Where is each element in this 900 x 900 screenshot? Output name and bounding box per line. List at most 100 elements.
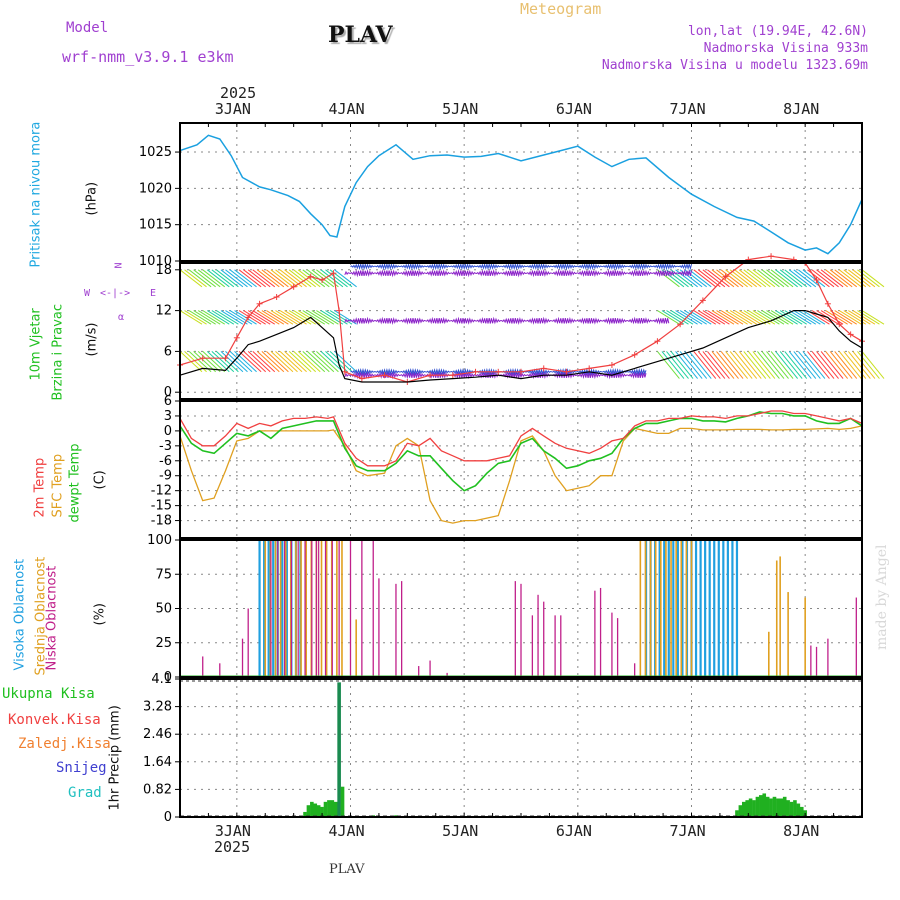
precip-bar xyxy=(735,810,739,817)
wind-barb xyxy=(743,310,767,325)
wind-barb xyxy=(861,310,885,325)
wind-barb xyxy=(275,310,298,325)
wind-barb xyxy=(238,351,262,373)
wind-barb xyxy=(179,310,203,325)
y-tick-label: 3 xyxy=(164,409,172,424)
wind-barb xyxy=(216,269,239,288)
wind-barb xyxy=(293,269,316,288)
wind-barb xyxy=(684,351,708,379)
east-letter: E xyxy=(150,288,157,299)
legend-hail: Grad xyxy=(68,785,102,801)
wind-barb xyxy=(206,269,230,288)
wind-barb xyxy=(848,310,871,325)
wind-barb xyxy=(666,310,689,325)
wind-barb xyxy=(275,269,298,288)
wind-barb xyxy=(252,269,276,288)
wind-barb xyxy=(229,310,253,325)
bottom-day-label: 8JAN xyxy=(783,822,820,840)
wind-barb xyxy=(829,310,853,325)
wind-barb xyxy=(793,351,817,379)
precip-bar xyxy=(333,801,338,817)
wind-barb xyxy=(302,269,326,288)
wind-barb xyxy=(752,269,776,288)
wind-barb xyxy=(325,269,348,288)
wind-barb xyxy=(297,351,321,373)
wind-barb xyxy=(320,269,344,288)
model-name: wrf-nmm_v3.9.1 e3km xyxy=(62,48,234,66)
wind-barb xyxy=(725,310,748,325)
wind-barb xyxy=(788,351,812,379)
top-day-label: 6JAN xyxy=(555,100,592,118)
wind-barb xyxy=(766,269,789,288)
alpha-marker: α xyxy=(118,312,125,323)
wind-barb xyxy=(279,351,303,373)
wind-barb xyxy=(757,269,780,288)
wind-barb xyxy=(225,269,248,288)
wind-barb xyxy=(329,351,353,373)
wind-barb xyxy=(825,310,848,325)
wind-barb xyxy=(188,310,212,325)
wind-barb xyxy=(225,351,248,373)
wind-barb xyxy=(848,269,871,288)
wind-barb xyxy=(788,269,812,288)
legend-snow: Snijeg xyxy=(56,760,107,776)
wind-barb xyxy=(707,269,730,288)
wind-barb xyxy=(657,351,680,379)
wind-barb xyxy=(766,351,789,379)
sfc-temp-line xyxy=(179,425,863,524)
precip-bar xyxy=(789,801,794,817)
wind-barb xyxy=(220,351,244,373)
precip-bar xyxy=(752,800,756,817)
wind-barb xyxy=(661,351,685,379)
y-tick-label: 0 xyxy=(164,385,172,400)
wind-barb xyxy=(793,310,817,325)
wind-barb xyxy=(834,351,858,379)
y-tick-label: 18 xyxy=(155,263,172,278)
y-tick-label: -9 xyxy=(159,469,172,484)
precip-bar xyxy=(330,800,335,817)
dewpoint-line xyxy=(179,411,863,492)
pressure-line xyxy=(179,134,863,255)
year-top: 2025 xyxy=(220,84,257,102)
wind-barb xyxy=(770,269,794,288)
wind-barb xyxy=(720,269,744,288)
wind-barb xyxy=(852,269,876,288)
wind-barb xyxy=(811,269,835,288)
y-tick-label: 0.82 xyxy=(143,782,172,797)
wind-barb xyxy=(252,351,276,373)
wind-barb xyxy=(307,310,330,325)
wind-barb xyxy=(288,310,312,325)
elevation-label: Nadmorska Visina 933m xyxy=(703,41,868,56)
wind-barb xyxy=(802,310,826,325)
wind-barb xyxy=(334,269,357,288)
wind-barb xyxy=(738,310,762,325)
y-tick-label: 0 xyxy=(164,810,172,825)
wind-barb xyxy=(247,269,271,288)
wind-barb xyxy=(234,351,257,373)
y-tick-label: 3.28 xyxy=(143,700,172,715)
y-tick-label: 1010 xyxy=(139,254,172,269)
wind-barb xyxy=(693,351,717,379)
wind-barb xyxy=(707,310,730,325)
top-day-label: 3JAN xyxy=(214,100,251,118)
watermark: made by Angel xyxy=(874,544,890,651)
wind-barb xyxy=(829,269,853,288)
wind-barb xyxy=(684,269,707,288)
bottom-day-label: 4JAN xyxy=(328,822,365,840)
wind-barb xyxy=(852,351,876,379)
wind-barb xyxy=(729,310,753,325)
wind-barb xyxy=(679,351,703,379)
wind-barb xyxy=(716,269,739,288)
year-bottom: 2025 xyxy=(214,838,251,856)
wind-barb xyxy=(243,310,266,325)
wind-barb xyxy=(793,269,817,288)
station-title: PLAV xyxy=(328,22,393,48)
precip-bar xyxy=(323,801,328,817)
wind-barb xyxy=(802,351,826,379)
bottom-day-label: 5JAN xyxy=(442,822,479,840)
wind-barb xyxy=(857,269,880,288)
wind-barb xyxy=(820,269,844,288)
legend-total-rain: Ukupna Kisa xyxy=(2,686,95,702)
wind-barb xyxy=(702,351,726,379)
bottom-day-label: 7JAN xyxy=(669,822,706,840)
